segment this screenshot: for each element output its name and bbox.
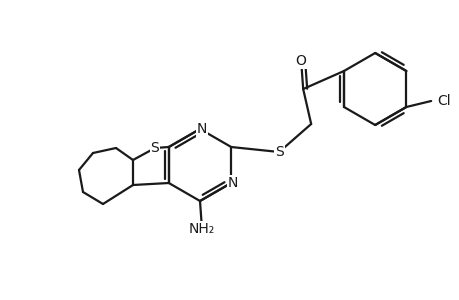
- Text: S: S: [274, 145, 283, 159]
- Text: N: N: [196, 122, 207, 136]
- Text: S: S: [150, 141, 159, 155]
- Text: O: O: [295, 54, 306, 68]
- Text: N: N: [228, 176, 238, 190]
- Text: Cl: Cl: [436, 94, 450, 108]
- Text: NH₂: NH₂: [189, 222, 215, 236]
